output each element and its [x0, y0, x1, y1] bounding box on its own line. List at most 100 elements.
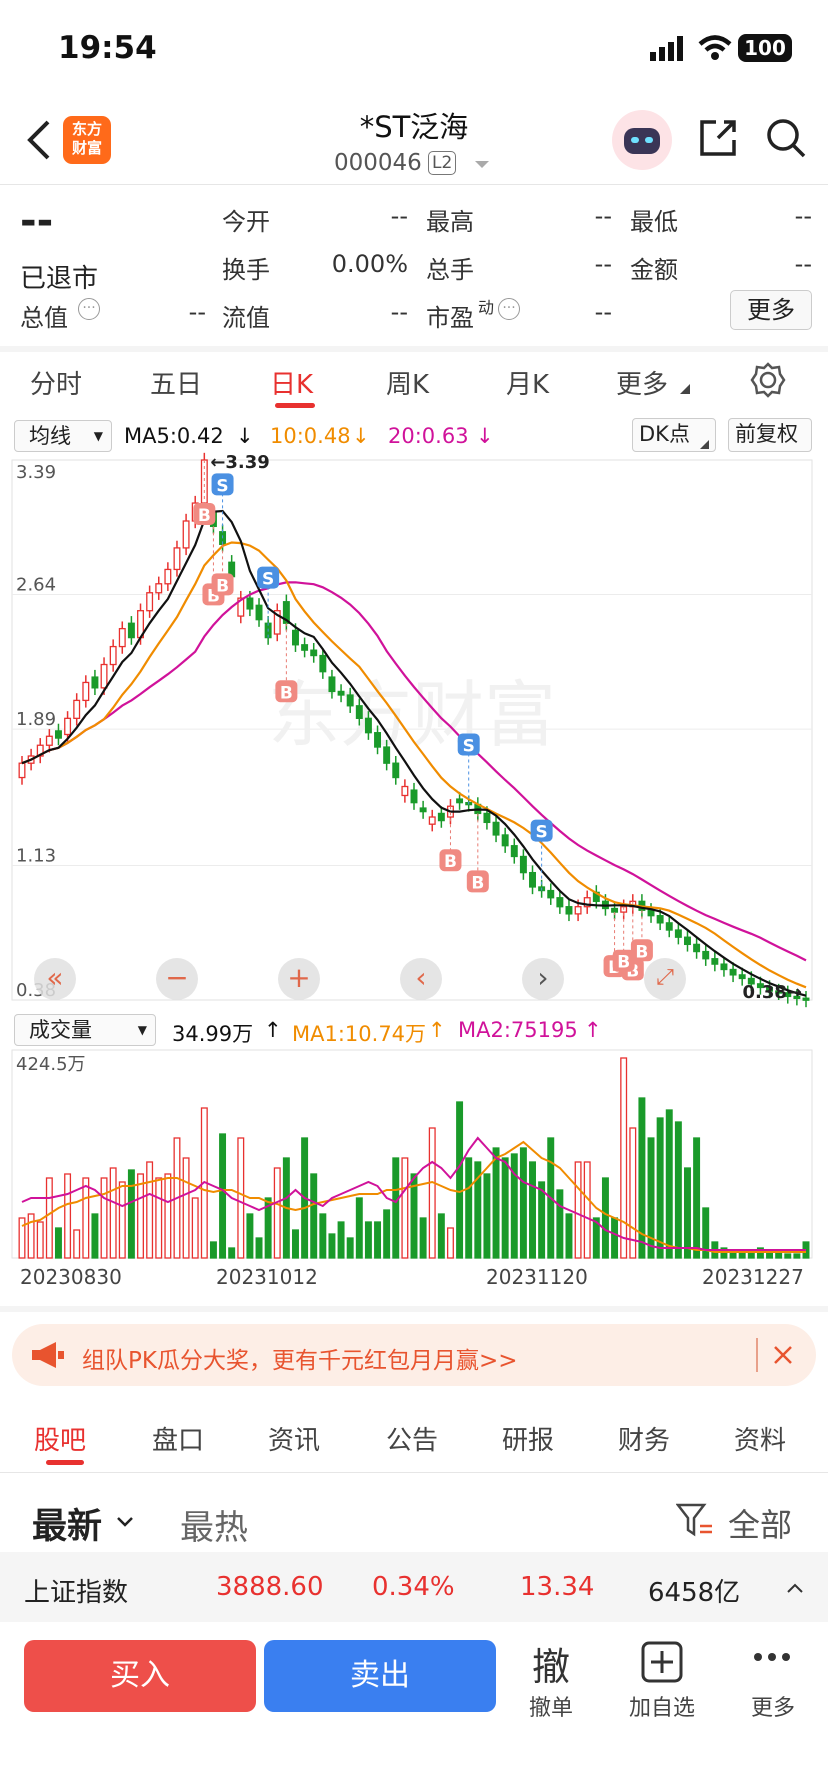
tab-pankou[interactable]: 盘口 [152, 1426, 205, 1456]
quote-value-low: -- [794, 202, 812, 230]
close-icon[interactable] [772, 1344, 794, 1366]
tab-guba[interactable]: 股吧 [34, 1426, 87, 1456]
volume-bar [54, 1227, 62, 1259]
cancel-glyph[interactable]: 撤 [531, 1645, 570, 1689]
sell-button[interactable]: 卖出 [264, 1640, 496, 1712]
sort-hot[interactable]: 最热 [180, 1508, 248, 1548]
quote-value-open: -- [390, 202, 408, 230]
quote-value-volume: -- [594, 250, 612, 278]
volume-bar [209, 1241, 217, 1259]
signal-label: B [444, 852, 457, 872]
filter-icon[interactable] [676, 1502, 714, 1538]
volume-bar [592, 1217, 600, 1259]
index-strip[interactable] [0, 1552, 828, 1622]
candle [255, 604, 263, 621]
volume-bar [556, 1189, 564, 1259]
volume-bar [383, 1209, 391, 1259]
volume-indicator-select[interactable]: 成交量 ▼ [14, 1014, 156, 1046]
candle [164, 568, 172, 585]
tab-more[interactable]: 更多 [616, 370, 669, 400]
quote-label-turnover: 换手 [222, 256, 270, 284]
candle [54, 730, 62, 739]
banner-text[interactable]: 组队PK瓜分大奖，更有千元红包月月赢>> [82, 1348, 518, 1374]
promo-banner[interactable] [12, 1324, 816, 1386]
sort-latest[interactable]: 最新 [32, 1507, 103, 1547]
tab-five-day[interactable]: 五日 [150, 370, 203, 400]
volume-bar [255, 1237, 263, 1259]
candle [328, 676, 336, 693]
dropdown-arrow-icon[interactable] [474, 160, 490, 170]
quote-label-float-mv: 流值 [222, 304, 270, 332]
volume-bar [793, 1253, 801, 1259]
info-icon[interactable]: ··· [78, 298, 100, 320]
volume-bar [346, 1237, 354, 1259]
chevron-down-icon[interactable] [116, 1516, 134, 1528]
adjust-button[interactable]: 前复权 [728, 418, 812, 452]
chevron-left-icon[interactable] [24, 118, 54, 162]
volume-bar [501, 1157, 509, 1259]
assistant-robot-icon[interactable] [612, 110, 672, 170]
share-icon[interactable] [696, 116, 740, 160]
candle [556, 897, 564, 908]
volume-bar [611, 1217, 619, 1259]
volume-bar [118, 1181, 126, 1259]
signal-marker [457, 733, 480, 756]
more-dots-icon[interactable] [752, 1650, 792, 1664]
add-watchlist-label[interactable]: 加自选 [628, 1696, 695, 1721]
tab-monthly-k[interactable]: 月K [506, 370, 550, 400]
indicator-select[interactable]: 均线 ▼ [14, 420, 112, 452]
active-tab-underline [46, 1460, 84, 1465]
quote-more-button[interactable]: 更多 [730, 290, 812, 330]
filter-all[interactable]: 全部 [728, 1506, 793, 1544]
buy-button[interactable]: 买入 [24, 1640, 256, 1712]
index-change-pct: 0.34% [372, 1572, 455, 1602]
tab-weekly-k[interactable]: 周K [386, 370, 430, 400]
add-watchlist-icon[interactable] [640, 1640, 684, 1684]
y-tick-label: 2.64 [16, 575, 56, 596]
zoom-out-icon[interactable]: − [156, 958, 198, 1000]
left-icon[interactable]: ‹ [400, 958, 442, 1000]
right-icon[interactable]: › [522, 958, 564, 1000]
candle [547, 889, 555, 899]
kline-chart[interactable]: 3.392.641.891.130.38东方财富SBBBSBSBBSBBBB←3… [0, 450, 828, 1010]
date-label: 20231120 [486, 1265, 588, 1289]
signal-label: B [216, 576, 229, 596]
quote-label-open: 今开 [222, 208, 270, 236]
quote-value-turnover: 0.00% [331, 250, 408, 278]
cancel-order-label[interactable]: 撤单 [528, 1696, 573, 1721]
fullscreen-icon[interactable]: ⤢ [644, 958, 686, 1000]
quote-label-high: 最高 [426, 208, 474, 236]
volume-bar [565, 1213, 573, 1259]
tab-news[interactable]: 资讯 [268, 1426, 321, 1456]
candle [428, 816, 436, 825]
candle [392, 762, 400, 779]
select-arrow-icon: ▼ [137, 1023, 147, 1037]
double-left-icon[interactable]: « [34, 958, 76, 1000]
megaphone-icon [32, 1342, 64, 1368]
tab-intraday[interactable]: 分时 [30, 370, 83, 400]
select-arrow-icon: ▼ [93, 429, 103, 443]
volume-bar [127, 1169, 135, 1259]
volume-chart[interactable]: 424.5万 [0, 1040, 828, 1262]
volume-bar [446, 1227, 454, 1259]
zoom-in-icon[interactable]: + [278, 958, 320, 1000]
more-label[interactable]: 更多 [750, 1696, 795, 1721]
volume-bar [64, 1173, 72, 1259]
candle [410, 789, 418, 804]
search-icon[interactable] [764, 116, 808, 160]
candle [337, 690, 345, 696]
pe-dynamic-sup: 动 [478, 298, 495, 317]
dk-point-button[interactable]: DK点 [632, 418, 716, 452]
chevron-up-icon[interactable] [786, 1582, 804, 1594]
tab-daily-k[interactable]: 日K [270, 370, 314, 400]
candle [118, 627, 126, 648]
signal-label: B [198, 506, 211, 526]
tab-research[interactable]: 研报 [502, 1426, 555, 1456]
tab-profile[interactable]: 资料 [734, 1426, 787, 1456]
gear-icon[interactable] [750, 362, 786, 398]
tab-announcements[interactable]: 公告 [386, 1426, 439, 1456]
tab-finance[interactable]: 财务 [618, 1426, 671, 1456]
candle [693, 943, 701, 953]
pe-info-icon[interactable]: ··· [498, 298, 520, 320]
volume-bar [620, 1057, 628, 1259]
